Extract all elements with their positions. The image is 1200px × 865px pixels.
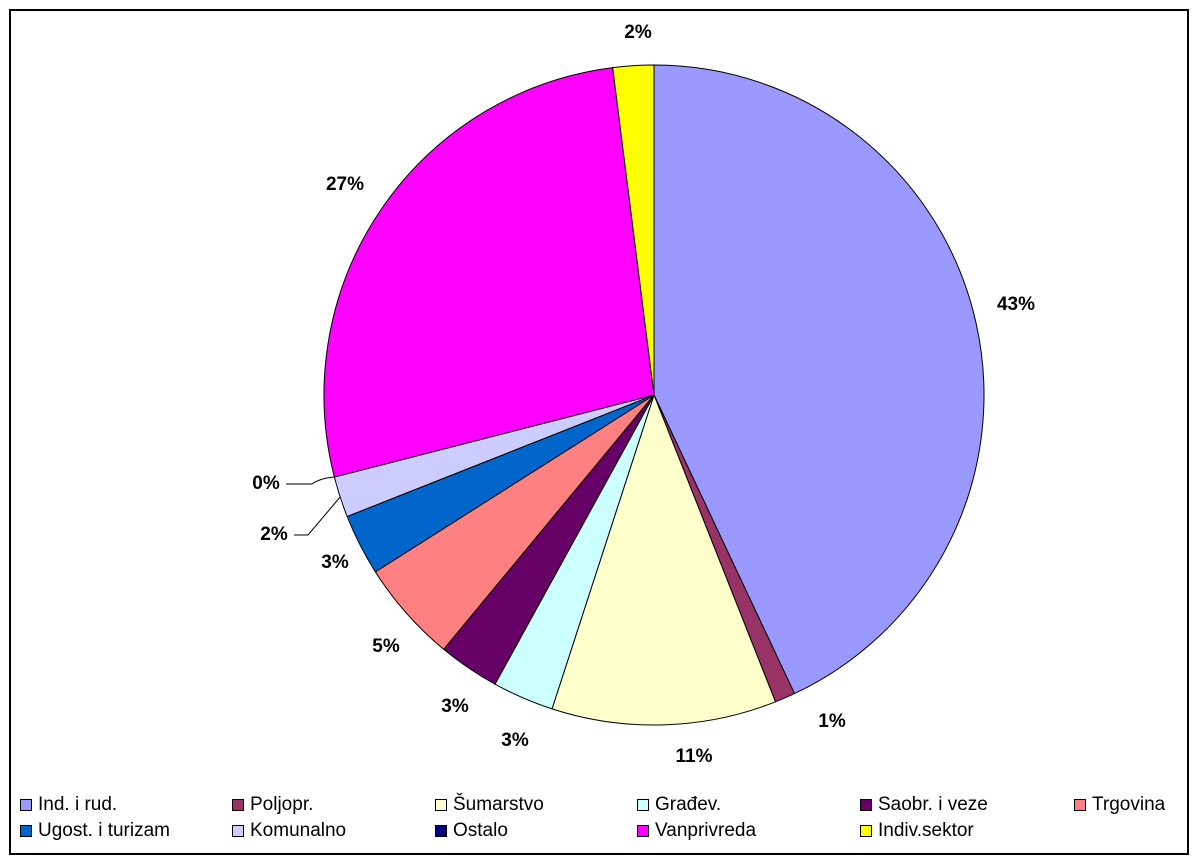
pie-slice — [551, 393, 777, 726]
legend-swatch — [232, 825, 244, 837]
leader-line — [294, 496, 341, 536]
slice-label: 0% — [252, 473, 280, 494]
legend-label: Trgovina — [1092, 794, 1166, 815]
slice-label: 1% — [818, 711, 846, 732]
legend-item: Ind. i rud. — [20, 792, 117, 818]
legend-swatch — [20, 799, 32, 811]
legend-swatch — [435, 799, 447, 811]
slice-label: 2% — [260, 524, 288, 545]
legend-label: Ugost. i turizam — [38, 820, 170, 841]
pie-slice — [653, 64, 985, 695]
slice-label: 43% — [997, 294, 1035, 315]
legend-swatch — [637, 825, 649, 837]
legend-label: Indiv.sektor — [878, 820, 974, 841]
legend-label: Šumarstvo — [453, 794, 544, 815]
legend-swatch — [860, 825, 872, 837]
slice-label: 5% — [372, 636, 400, 657]
legend-item: Komunalno — [232, 818, 346, 844]
legend-item: Ostalo — [435, 818, 508, 844]
legend-item: Trgovina — [1074, 792, 1165, 818]
legend-item: Ugost. i turizam — [20, 818, 170, 844]
legend-item: Šumarstvo — [435, 792, 544, 818]
legend-label: Saobr. i veze — [878, 794, 988, 815]
pie-slice — [323, 67, 655, 478]
legend-swatch — [435, 825, 447, 837]
legend-item: Saobr. i veze — [860, 792, 988, 818]
legend-label: Ind. i rud. — [38, 794, 118, 815]
slice-labels: 43% 1% 11% 3% 3% 5% 3% 2% 0% 27% 2% — [252, 22, 1035, 767]
legend-swatch — [637, 799, 649, 811]
legend-item: Građev. — [637, 792, 721, 818]
leader-lines — [286, 476, 341, 536]
slice-label: 27% — [326, 174, 364, 195]
pie-slices — [323, 64, 985, 726]
legend: Ind. i rud. Poljopr. Šumarstvo Građev. Saobr… — [20, 792, 1200, 862]
legend-swatch — [860, 799, 872, 811]
legend-swatch — [1074, 799, 1086, 811]
slice-label: 2% — [624, 22, 652, 43]
legend-label: Komunalno — [250, 820, 347, 841]
legend-label: Ostalo — [453, 820, 508, 841]
legend-item: Vanprivreda — [637, 818, 756, 844]
pie-slice — [612, 64, 655, 396]
legend-label: Poljopr. — [250, 794, 314, 815]
legend-label: Vanprivreda — [655, 820, 757, 841]
slice-label: 3% — [321, 552, 349, 573]
leader-line — [286, 476, 335, 485]
legend-row: Ind. i rud. Poljopr. Šumarstvo Građev. Saobr… — [20, 792, 1200, 818]
slice-label: 3% — [441, 696, 469, 717]
legend-label: Građev. — [655, 794, 722, 815]
legend-swatch — [20, 825, 32, 837]
slice-label: 11% — [676, 746, 713, 767]
legend-swatch — [232, 799, 244, 811]
legend-row: Ugost. i turizam Komunalno Ostalo Vanprivre… — [20, 818, 1200, 844]
legend-item: Poljopr. — [232, 792, 313, 818]
slice-label: 3% — [501, 730, 529, 751]
legend-item: Indiv.sektor — [860, 818, 974, 844]
